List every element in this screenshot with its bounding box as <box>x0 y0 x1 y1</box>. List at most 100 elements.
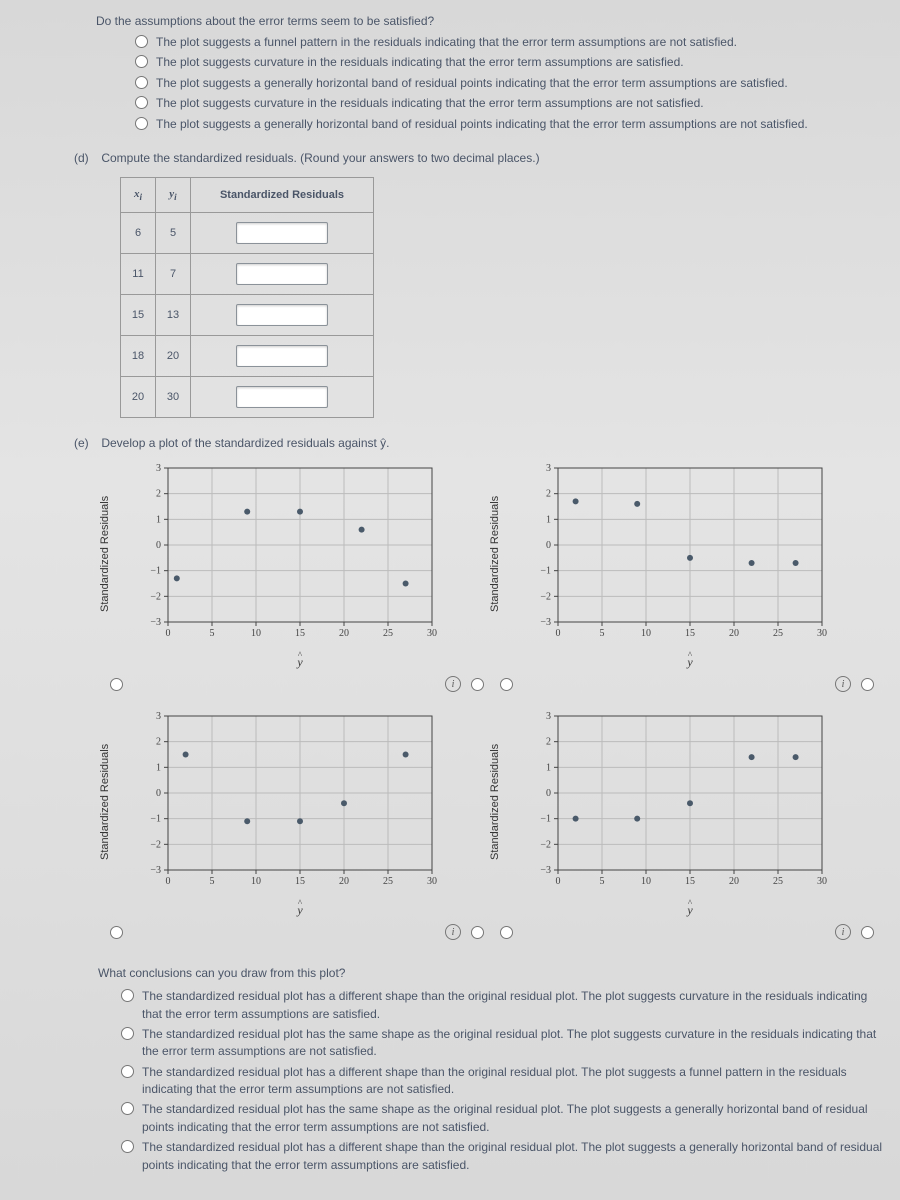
concl-option-0[interactable] <box>121 989 134 1002</box>
svg-text:Standardized Residuals: Standardized Residuals <box>99 495 111 612</box>
concl-option-1[interactable] <box>121 1027 134 1040</box>
svg-text:5: 5 <box>600 876 605 887</box>
svg-text:3: 3 <box>156 463 161 474</box>
intro-option-1-label: The plot suggests curvature in the resid… <box>156 54 684 71</box>
svg-text:1: 1 <box>156 514 161 525</box>
chart-option-B-alt[interactable] <box>861 678 874 691</box>
svg-text:25: 25 <box>383 628 393 639</box>
svg-text:−2: −2 <box>150 591 161 602</box>
svg-text:25: 25 <box>383 876 393 887</box>
concl-option-2-label: The standardized residual plot has a dif… <box>142 1064 890 1099</box>
row-4-sr-input[interactable] <box>236 386 328 408</box>
svg-text:5: 5 <box>600 628 605 639</box>
row-2-y: 13 <box>156 295 191 336</box>
svg-text:0: 0 <box>556 876 561 887</box>
svg-text:2: 2 <box>156 489 161 500</box>
intro-option-4[interactable] <box>135 117 148 130</box>
svg-text:−3: −3 <box>540 865 551 876</box>
concl-option-4-label: The standardized residual plot has a dif… <box>142 1139 890 1174</box>
row-3-sr-input[interactable] <box>236 345 328 367</box>
row-0-sr-input[interactable] <box>236 222 328 244</box>
svg-text:5: 5 <box>210 628 215 639</box>
conclusion-question: What conclusions can you draw from this … <box>98 964 890 982</box>
svg-text:3: 3 <box>546 463 551 474</box>
row-0-y: 5 <box>156 213 191 254</box>
row-2-x: 15 <box>121 295 156 336</box>
col-y: yi <box>156 177 191 212</box>
info-icon[interactable]: i <box>445 676 461 692</box>
intro-option-2[interactable] <box>135 76 148 89</box>
svg-text:−1: −1 <box>150 814 161 825</box>
svg-text:1: 1 <box>156 762 161 773</box>
svg-text:2: 2 <box>546 737 551 748</box>
svg-text:0: 0 <box>156 788 161 799</box>
info-icon[interactable]: i <box>835 924 851 940</box>
svg-text:20: 20 <box>339 628 349 639</box>
svg-text:−2: −2 <box>540 591 551 602</box>
svg-text:15: 15 <box>295 876 305 887</box>
svg-text:Standardized Residuals: Standardized Residuals <box>99 743 111 860</box>
chart-option-D-alt[interactable] <box>861 926 874 939</box>
svg-text:25: 25 <box>773 876 783 887</box>
chart-option-C[interactable] <box>110 926 123 939</box>
svg-text:−3: −3 <box>540 617 551 628</box>
svg-text:10: 10 <box>641 876 651 887</box>
svg-text:1: 1 <box>546 514 551 525</box>
chart-option-C-alt[interactable] <box>471 926 484 939</box>
concl-option-2[interactable] <box>121 1065 134 1078</box>
concl-option-0-label: The standardized residual plot has a dif… <box>142 988 890 1023</box>
svg-text:0: 0 <box>546 540 551 551</box>
chart-option-A-alt[interactable] <box>471 678 484 691</box>
row-4-x: 20 <box>121 377 156 418</box>
svg-text:20: 20 <box>729 628 739 639</box>
svg-text:30: 30 <box>427 876 437 887</box>
scatter-chart: Standardized Residuals051015202530−3−2−1… <box>98 710 440 922</box>
intro-option-1[interactable] <box>135 55 148 68</box>
chart-option-A[interactable] <box>110 678 123 691</box>
svg-text:0: 0 <box>556 628 561 639</box>
intro-option-2-label: The plot suggests a generally horizontal… <box>156 75 788 92</box>
intro-option-0[interactable] <box>135 35 148 48</box>
svg-text:−2: −2 <box>540 839 551 850</box>
row-0-x: 6 <box>121 213 156 254</box>
row-2-sr-input[interactable] <box>236 304 328 326</box>
svg-text:−1: −1 <box>150 566 161 577</box>
svg-text:10: 10 <box>251 628 261 639</box>
col-sr: Standardized Residuals <box>191 177 374 212</box>
intro-option-0-label: The plot suggests a funnel pattern in th… <box>156 34 737 51</box>
row-1-x: 11 <box>121 254 156 295</box>
row-3-y: 20 <box>156 336 191 377</box>
svg-text:25: 25 <box>773 628 783 639</box>
intro-option-3-label: The plot suggests curvature in the resid… <box>156 95 704 112</box>
concl-option-4[interactable] <box>121 1140 134 1153</box>
svg-text:y: y <box>296 903 303 917</box>
part-e-label: (e) Develop a plot of the standardized r… <box>74 434 890 452</box>
row-1-sr-input[interactable] <box>236 263 328 285</box>
concl-option-3[interactable] <box>121 1102 134 1115</box>
chart-option-B[interactable] <box>500 678 513 691</box>
info-icon[interactable]: i <box>445 924 461 940</box>
info-icon[interactable]: i <box>835 676 851 692</box>
svg-text:−3: −3 <box>150 865 161 876</box>
svg-text:−1: −1 <box>540 814 551 825</box>
svg-text:0: 0 <box>166 876 171 887</box>
svg-text:−2: −2 <box>150 839 161 850</box>
svg-text:y: y <box>686 903 693 917</box>
svg-text:30: 30 <box>817 876 827 887</box>
residuals-table: xi yi Standardized Residuals 6 5 11 7 15… <box>120 177 374 418</box>
svg-text:−3: −3 <box>150 617 161 628</box>
svg-text:3: 3 <box>156 711 161 722</box>
concl-option-3-label: The standardized residual plot has the s… <box>142 1101 890 1136</box>
row-4-y: 30 <box>156 377 191 418</box>
svg-text:Standardized Residuals: Standardized Residuals <box>489 495 501 612</box>
svg-text:20: 20 <box>339 876 349 887</box>
svg-text:10: 10 <box>641 628 651 639</box>
intro-option-4-label: The plot suggests a generally horizontal… <box>156 116 808 133</box>
chart-option-D[interactable] <box>500 926 513 939</box>
svg-text:30: 30 <box>817 628 827 639</box>
concl-option-1-label: The standardized residual plot has the s… <box>142 1026 890 1061</box>
svg-text:15: 15 <box>685 628 695 639</box>
svg-text:3: 3 <box>546 711 551 722</box>
intro-option-3[interactable] <box>135 96 148 109</box>
col-x: xi <box>121 177 156 212</box>
